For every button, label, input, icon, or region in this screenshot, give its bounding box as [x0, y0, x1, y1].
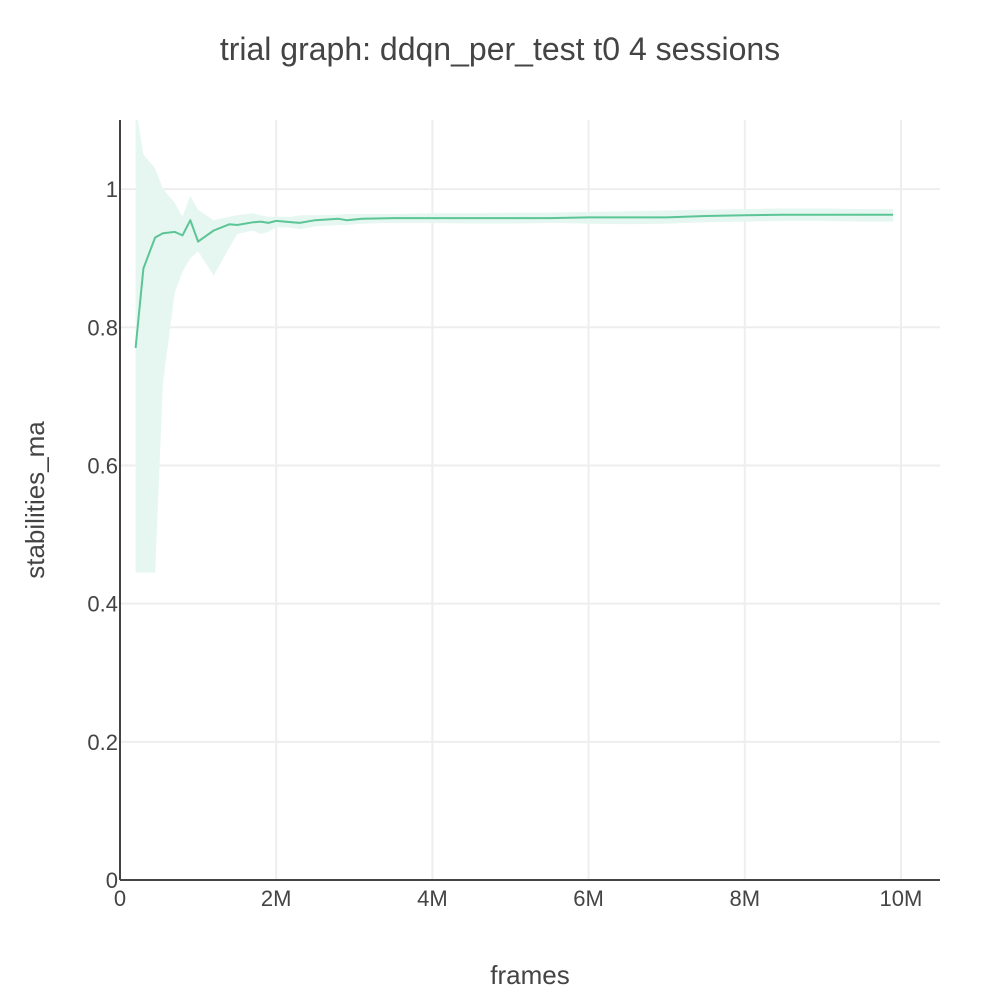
axes [119, 120, 940, 881]
x-tick-label: 10M [880, 886, 923, 911]
y-tick-label: 0.6 [87, 453, 118, 478]
confidence-band-layer [135, 120, 894, 573]
x-tick-label: 0 [114, 886, 126, 911]
x-tick-label: 8M [729, 886, 760, 911]
series-line [134, 213, 894, 349]
y-tick-label: 0.2 [87, 730, 118, 755]
x-axis-title: frames [490, 960, 569, 990]
series-line-layer [134, 213, 894, 349]
y-tick-label: 0.4 [87, 592, 118, 617]
x-tick-label: 6M [573, 886, 604, 911]
y-axis-title: stabilities_ma [20, 421, 50, 579]
y-tick-label: 0 [106, 868, 118, 893]
grid [120, 120, 940, 880]
chart-title: trial graph: ddqn_per_test t0 4 sessions [220, 31, 780, 67]
x-tick-label: 4M [417, 886, 448, 911]
confidence-band [135, 120, 894, 573]
y-tick-label: 0.8 [87, 315, 118, 340]
x-tick-label: 2M [261, 886, 292, 911]
y-tick-label: 1 [106, 177, 118, 202]
tick-labels: 0 2M 4M 6M 8M 10M 0 0.2 0.4 0.6 0.8 1 [87, 177, 922, 911]
